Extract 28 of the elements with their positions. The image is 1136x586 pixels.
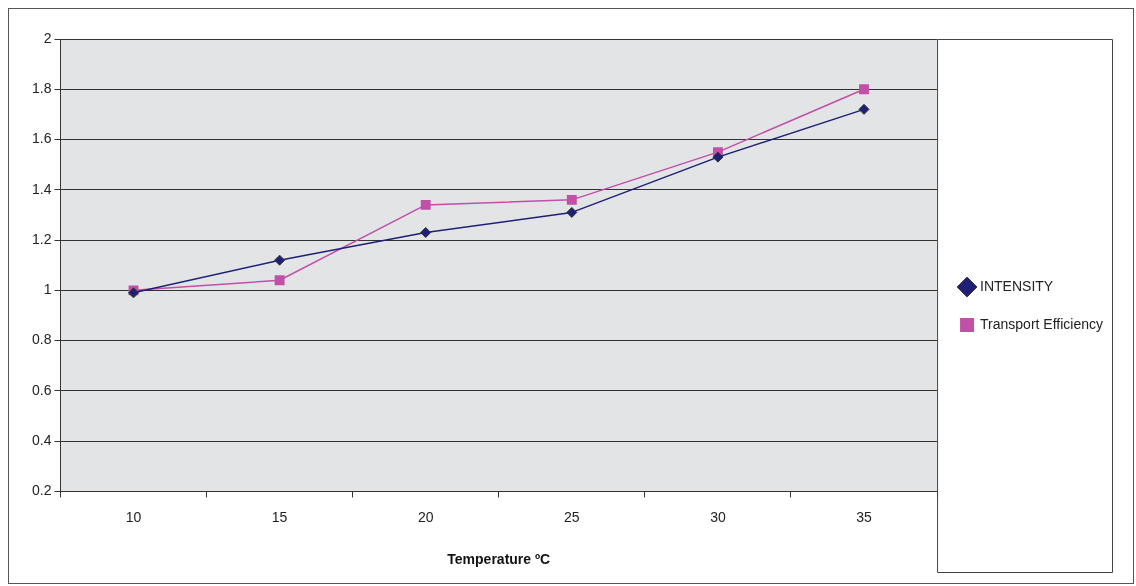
x-tick-label: 15 <box>271 508 288 525</box>
point <box>566 194 577 205</box>
y-tick-label: 2 <box>43 29 52 46</box>
point <box>420 227 432 239</box>
x-tick-label: 25 <box>564 508 580 525</box>
x-axis-title: Temperature ºC <box>447 551 551 568</box>
x-tick-label: 30 <box>710 508 726 525</box>
x-tick-label: 10 <box>125 508 142 525</box>
point <box>712 151 724 163</box>
y-tick-label: 1.4 <box>31 180 52 197</box>
point <box>566 206 578 218</box>
y-tick-label: 1 <box>43 281 52 298</box>
y-tick-label: 1.2 <box>31 230 52 247</box>
y-tick-label: 0.2 <box>31 482 52 499</box>
y-tick-label: 0.4 <box>31 431 52 448</box>
y-tick-label: 1.6 <box>31 130 52 147</box>
point <box>859 84 869 95</box>
y-tick-label: 1.8 <box>31 80 52 97</box>
point <box>858 103 870 115</box>
y-tick-label: 0.8 <box>31 331 52 348</box>
x-tick-label: 20 <box>417 508 434 525</box>
point <box>274 254 286 266</box>
point <box>274 275 285 286</box>
point <box>420 199 431 210</box>
legend-label: INTENSITY <box>980 277 1054 294</box>
legend-label: Transport Efficiency <box>980 315 1103 332</box>
y-tick-label: 0.6 <box>31 381 52 398</box>
x-tick-label: 35 <box>856 508 873 525</box>
